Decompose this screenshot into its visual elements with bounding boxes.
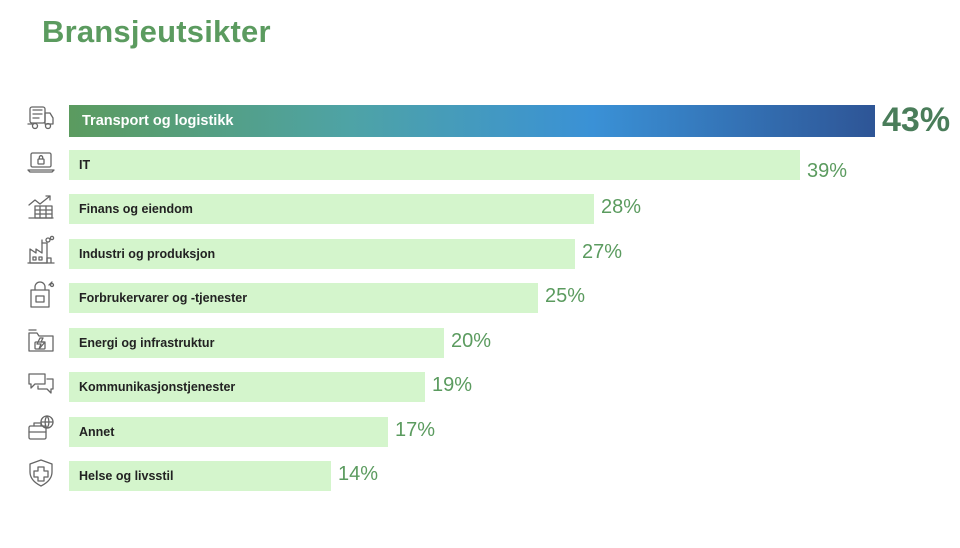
factory-icon bbox=[25, 235, 57, 267]
value-label: 14% bbox=[338, 463, 379, 485]
energy-folder-icon bbox=[25, 324, 57, 356]
health-shield-icon bbox=[25, 457, 57, 489]
chat-bubbles-icon bbox=[25, 368, 57, 400]
category-label: Transport og logistikk bbox=[82, 113, 234, 129]
category-label: Industri og produksjon bbox=[79, 247, 216, 261]
value-label: 20% bbox=[451, 330, 492, 352]
shopping-bag-icon bbox=[25, 279, 57, 311]
value-label: 27% bbox=[582, 241, 623, 263]
bar: IT bbox=[69, 150, 800, 180]
bar: Energi og infrastruktur bbox=[69, 328, 444, 358]
category-label: Annet bbox=[79, 425, 115, 439]
bar: Helse og livsstil bbox=[69, 461, 331, 491]
category-label: Finans og eiendom bbox=[79, 202, 193, 216]
value-label: 39% bbox=[807, 160, 848, 182]
category-label: Helse og livsstil bbox=[79, 469, 174, 483]
laptop-lock-icon bbox=[25, 146, 57, 178]
value-label: 43% bbox=[882, 101, 951, 139]
value-label: 25% bbox=[545, 285, 586, 307]
value-label: 19% bbox=[432, 374, 473, 396]
briefcase-globe-icon bbox=[25, 413, 57, 445]
truck-icon bbox=[25, 101, 57, 133]
bar: Industri og produksjon bbox=[69, 239, 575, 269]
bar: Kommunikasjonstjenester bbox=[69, 372, 425, 402]
bar: Finans og eiendom bbox=[69, 194, 594, 224]
category-label: Energi og infrastruktur bbox=[79, 336, 215, 350]
bar: Annet bbox=[69, 417, 388, 447]
growth-chart-building-icon bbox=[25, 190, 57, 222]
value-label: 17% bbox=[395, 419, 436, 441]
value-label: 28% bbox=[601, 196, 642, 218]
category-label: IT bbox=[79, 158, 91, 172]
category-label: Forbrukervarer og -tjenester bbox=[79, 291, 248, 305]
category-label: Kommunikasjonstjenester bbox=[79, 380, 236, 394]
bar: Forbrukervarer og -tjenester bbox=[69, 283, 538, 313]
bar: Transport og logistikk bbox=[69, 105, 875, 137]
chart-title: Bransjeutsikter bbox=[42, 14, 271, 49]
